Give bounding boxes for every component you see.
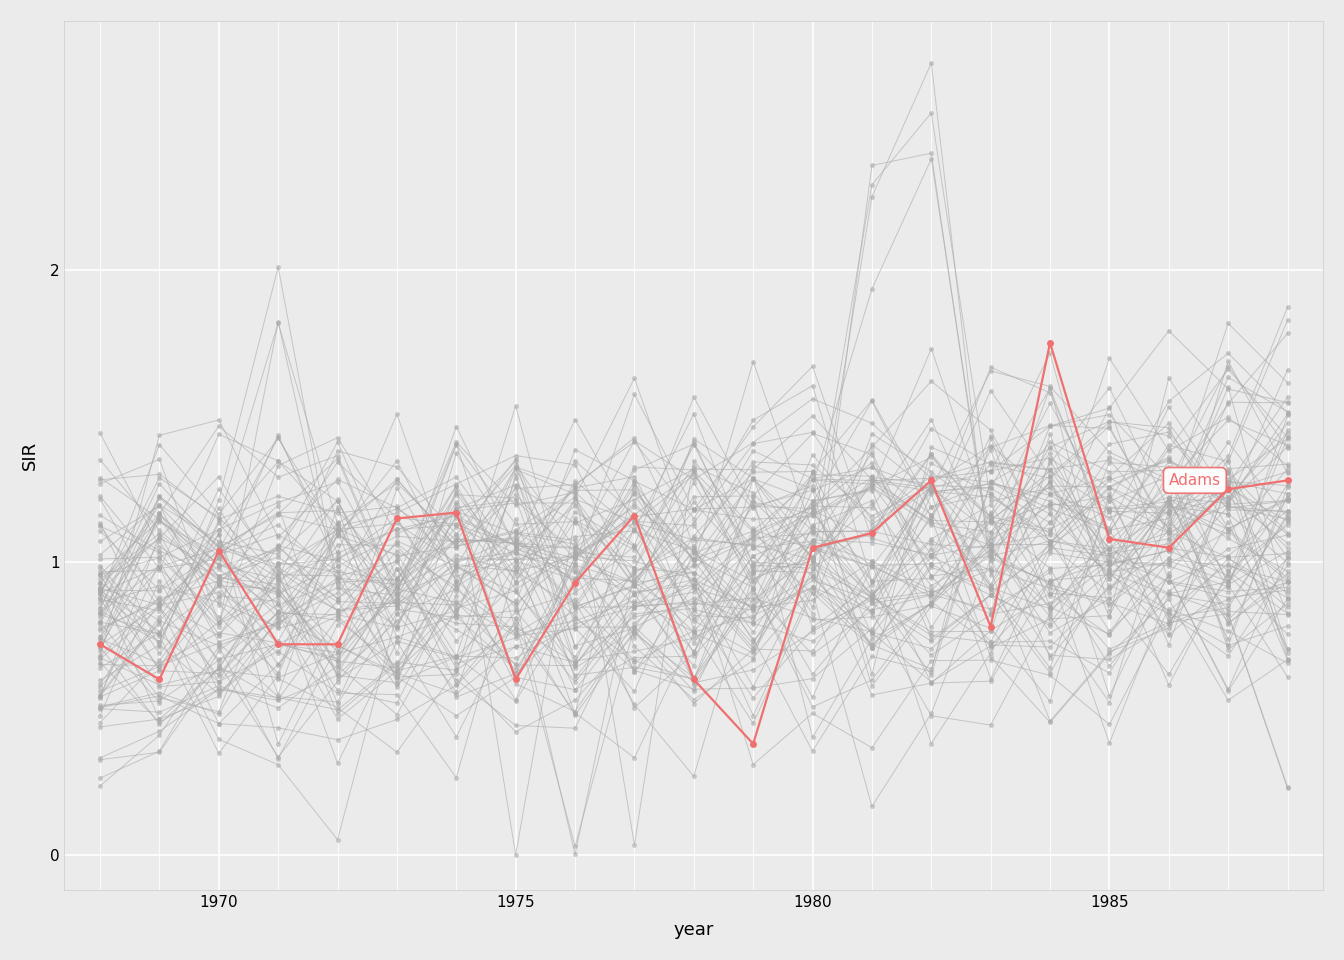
Y-axis label: SIR: SIR <box>22 441 39 470</box>
X-axis label: year: year <box>673 922 714 939</box>
Text: Adams: Adams <box>1169 473 1220 488</box>
